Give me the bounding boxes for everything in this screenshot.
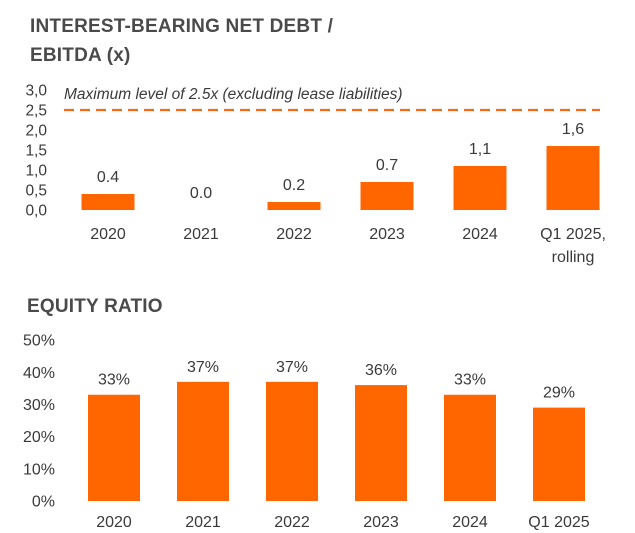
- max-level-label: Maximum level of 2.5x (excluding lease l…: [64, 86, 403, 103]
- bar-q1-2025: [533, 407, 585, 501]
- y-tick-label: 3,0: [25, 82, 47, 99]
- bar-q1-2025-rolling: [546, 146, 600, 210]
- data-label: 0.7: [376, 157, 398, 174]
- category-label: Q1 2025, rolling: [540, 226, 606, 266]
- data-label: 37%: [276, 359, 308, 376]
- bar-2020: [81, 194, 135, 210]
- category-label: 2024: [462, 226, 498, 243]
- y-tick-label: 0,0: [25, 202, 47, 219]
- data-label: 0.2: [283, 177, 305, 194]
- y-tick-label: 0%: [32, 494, 55, 511]
- y-tick-label: 1,0: [25, 162, 47, 179]
- y-tick-label: 40%: [23, 365, 55, 382]
- bar-2022: [266, 381, 318, 501]
- y-tick-label: 2,0: [25, 122, 47, 139]
- category-label: 2020: [96, 514, 132, 531]
- y-tick-label: 1,5: [25, 142, 47, 159]
- y-tick-label: 2,5: [25, 102, 47, 119]
- net-debt-chart-title-line2: EBITDA (x): [30, 45, 131, 66]
- category-label: 2020: [90, 226, 126, 243]
- equity-chart-title: EQUITY RATIO: [27, 296, 163, 317]
- bar-2022: [267, 202, 321, 210]
- net-debt-chart-title-line1: INTEREST-BEARING NET DEBT /: [30, 16, 334, 37]
- data-label: 0.0: [190, 185, 212, 202]
- bar-2024: [444, 394, 496, 501]
- bar-2023: [360, 182, 414, 210]
- data-label: 0.4: [97, 169, 119, 186]
- bar-2024: [453, 166, 507, 210]
- bar-2021: [177, 381, 229, 501]
- data-label: 1,1: [469, 141, 491, 158]
- category-label: 2021: [183, 226, 219, 243]
- category-label: 2024: [452, 514, 488, 531]
- data-label: 33%: [98, 372, 130, 389]
- y-tick-label: 0,5: [25, 182, 47, 199]
- data-label: 36%: [365, 362, 397, 379]
- bar-2023: [355, 385, 407, 501]
- y-tick-label: 50%: [23, 333, 55, 350]
- data-label: 29%: [543, 385, 575, 402]
- category-label: 2022: [274, 514, 310, 531]
- y-tick-label: 30%: [23, 397, 55, 414]
- category-label: 2022: [276, 226, 312, 243]
- data-label: 37%: [187, 359, 219, 376]
- y-tick-label: 10%: [23, 461, 55, 478]
- category-label: Q1 2025: [528, 514, 589, 531]
- data-label: 33%: [454, 372, 486, 389]
- bar-2020: [88, 394, 140, 501]
- category-label: 2023: [369, 226, 405, 243]
- y-tick-label: 20%: [23, 429, 55, 446]
- data-label: 1,6: [562, 121, 584, 138]
- category-label: 2021: [185, 514, 221, 531]
- category-label: 2023: [363, 514, 399, 531]
